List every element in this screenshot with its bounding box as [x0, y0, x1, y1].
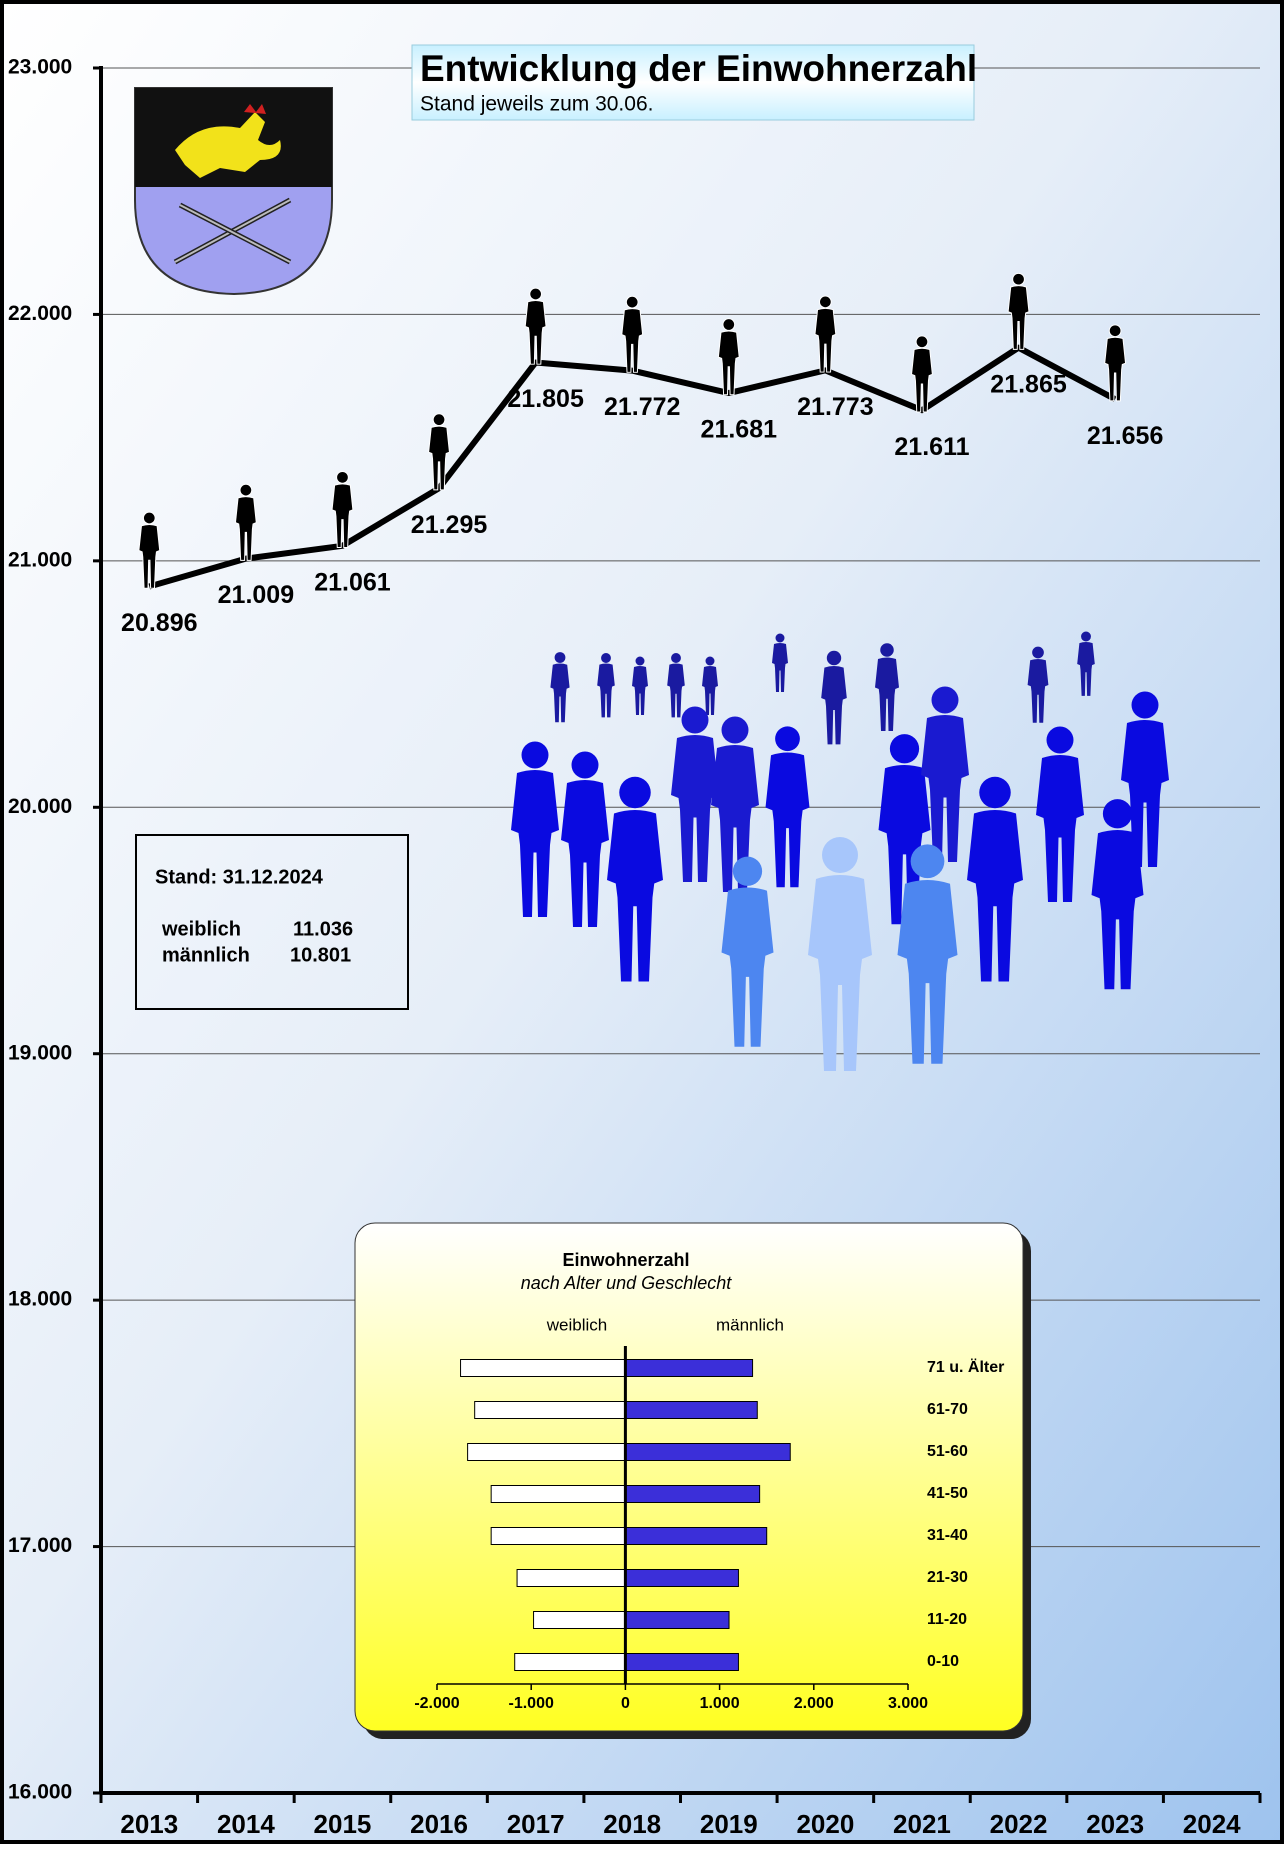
x-tick-label: 2014	[217, 1809, 275, 1839]
bar	[514, 1653, 626, 1671]
x-tick-label: -1.000	[509, 1695, 554, 1712]
bar	[624, 1359, 754, 1377]
value-label: 21.656	[1087, 422, 1163, 450]
y-tick-label: 20.000	[8, 795, 72, 818]
y-tick-label: 16.000	[8, 1781, 72, 1804]
x-tick-label: 2.000	[794, 1695, 834, 1712]
category-label: 0-10	[927, 1653, 959, 1670]
chart-title: Entwicklung der Einwohnerzahl	[420, 48, 977, 89]
x-tick-label: 2018	[603, 1809, 661, 1839]
y-tick-label: 23.000	[8, 56, 72, 79]
bar	[624, 1401, 758, 1419]
category-label: 11-20	[927, 1611, 967, 1628]
x-tick-label: 2016	[410, 1809, 468, 1839]
line-layer: 20.896 21.009 21.061 21.295 21.805 21.772 21.6…	[121, 272, 1163, 637]
pyramid-chart: -2.000 -1.000 0 1.000 2.000 3.000 71 u. Älter 6…	[414, 1315, 1004, 1712]
value-label: 21.865	[990, 370, 1067, 398]
info-title: Stand: 31.12.2024	[155, 866, 324, 888]
title-box	[411, 44, 975, 121]
x-tick-label: 2017	[507, 1809, 565, 1839]
category-label: 51-60	[927, 1443, 968, 1460]
x-tick-label: 1.000	[700, 1695, 740, 1712]
info-label: weiblich	[161, 918, 241, 940]
value-label: 21.611	[894, 433, 969, 461]
value-label: 21.772	[604, 393, 680, 421]
x-tick-label: 2019	[700, 1809, 758, 1839]
value-label: 21.805	[507, 385, 584, 413]
x-tick-label: 2013	[120, 1809, 178, 1839]
x-tick-label: 3.000	[888, 1695, 928, 1712]
value-label: 21.681	[701, 416, 778, 444]
value-label: 21.295	[411, 511, 488, 539]
bar	[467, 1443, 626, 1461]
coat-of-arms	[134, 87, 333, 296]
bar	[624, 1527, 768, 1545]
y-tick-label: 21.000	[8, 548, 72, 571]
bar	[624, 1611, 730, 1629]
value-label: 20.896	[121, 609, 197, 637]
chart-subtitle: Stand jeweils zum 30.06.	[420, 93, 653, 116]
y-tick-label: 19.000	[8, 1041, 72, 1064]
x-tick-label: 2020	[796, 1809, 854, 1839]
value-label: 21.773	[797, 393, 873, 421]
info-label: männlich	[162, 944, 250, 966]
bar	[516, 1569, 626, 1587]
x-tick-label: 2021	[893, 1809, 951, 1839]
x-tick-label: 2024	[1183, 1809, 1241, 1839]
y-tick-label: 17.000	[8, 1534, 72, 1557]
bar	[624, 1443, 791, 1461]
category-label: 21-30	[927, 1569, 968, 1586]
category-label: 31-40	[927, 1527, 968, 1544]
legend-label: weiblich	[546, 1315, 607, 1334]
pyramid-subtitle: nach Alter und Geschlecht	[521, 1273, 732, 1293]
x-tick-label: -2.000	[414, 1695, 459, 1712]
x-tick-label: 2023	[1086, 1809, 1144, 1839]
info-value: 10.801	[290, 944, 351, 966]
info-box	[135, 834, 409, 1010]
data-line	[148, 344, 1117, 590]
bar	[490, 1527, 626, 1545]
bar	[624, 1485, 761, 1503]
x-tick-label: 0	[621, 1695, 630, 1712]
category-label: 61-70	[927, 1401, 968, 1418]
bar	[474, 1401, 626, 1419]
info-value: 11.036	[293, 918, 353, 940]
category-label: 41-50	[927, 1485, 968, 1502]
y-tick-label: 22.000	[8, 302, 72, 325]
pyramid-panel	[354, 1222, 1024, 1732]
bar	[533, 1611, 626, 1629]
value-label: 21.009	[218, 581, 294, 609]
pyramid-title: Einwohnerzahl	[562, 1250, 689, 1270]
value-label: 21.061	[314, 568, 391, 596]
y-tick-label: 18.000	[8, 1288, 72, 1311]
bar	[490, 1485, 626, 1503]
bar	[624, 1569, 739, 1587]
x-tick-label: 2015	[314, 1809, 372, 1839]
bar	[624, 1653, 739, 1671]
bar	[460, 1359, 626, 1377]
x-tick-label: 2022	[990, 1809, 1048, 1839]
legend-label: männlich	[716, 1315, 784, 1334]
category-label: 71 u. Älter	[927, 1358, 1004, 1376]
